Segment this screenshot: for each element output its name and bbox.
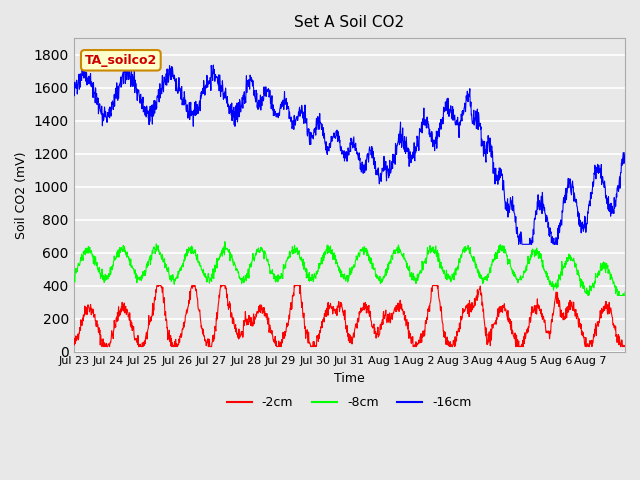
X-axis label: Time: Time bbox=[334, 372, 365, 385]
Legend: -2cm, -8cm, -16cm: -2cm, -8cm, -16cm bbox=[222, 391, 477, 414]
Y-axis label: Soil CO2 (mV): Soil CO2 (mV) bbox=[15, 151, 28, 239]
Text: TA_soilco2: TA_soilco2 bbox=[84, 54, 157, 67]
Title: Set A Soil CO2: Set A Soil CO2 bbox=[294, 15, 404, 30]
